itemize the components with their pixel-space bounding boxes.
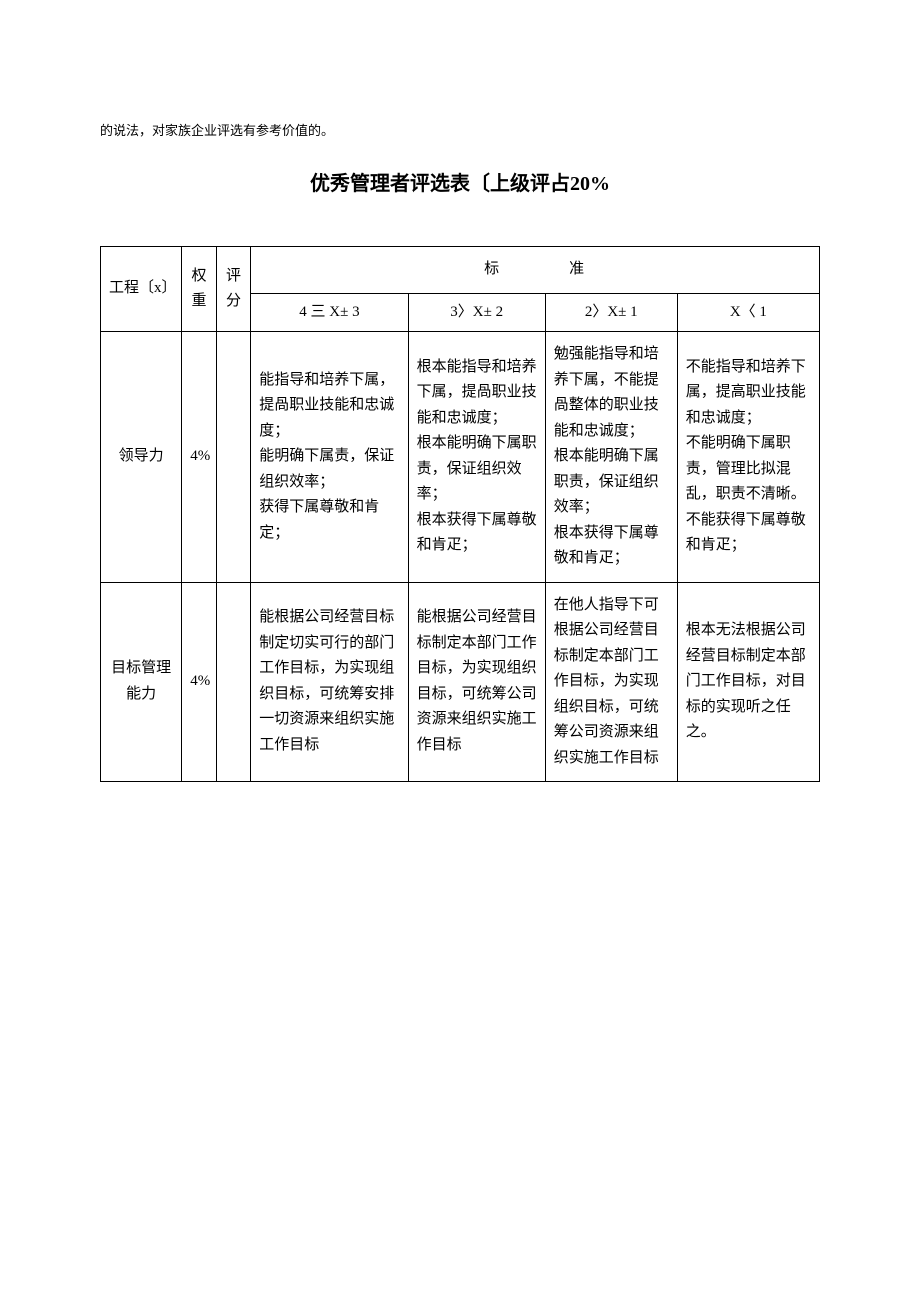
cell-criteria-3: 勉强能指导和培养下属，不能提咼整体的职业技能和忠诚度；根本能明确下属职责，保证组… [545,332,677,583]
intro-text: 的说法，对家族企业评选有参考价值的。 [100,120,820,139]
cell-criteria-2: 能根据公司经营目标制定本部门工作目标，为实现组织目标，可统筹公司资源来组织实施工… [408,582,545,782]
cell-criteria-4: 不能指导和培养下属，提高职业技能和忠诚度；不能明确下属职责，管理比拟混乱，职责不… [677,332,819,583]
cell-project: 领导力 [101,332,182,583]
header-s4: X〈 1 [677,293,819,332]
header-project: 工程〔x〕 [101,247,182,332]
cell-criteria-1: 能根据公司经营目标制定切实可行的部门工作目标，为实现组织目标，可统筹安排一切资源… [251,582,408,782]
table-row: 领导力 4% 能指导和培养下属，提咼职业技能和忠诚度；能明确下属责，保证组织效率… [101,332,820,583]
cell-weight: 4% [182,332,217,583]
header-weight: 权重 [182,247,217,332]
header-score: 评分 [216,247,251,332]
table-header-row-1: 工程〔x〕 权重 评分 标 准 [101,247,820,294]
cell-project: 目标管理能力 [101,582,182,782]
page-title: 优秀管理者评选表〔上级评占20% [100,167,820,196]
cell-score [216,332,251,583]
table-row: 目标管理能力 4% 能根据公司经营目标制定切实可行的部门工作目标，为实现组织目标… [101,582,820,782]
evaluation-table: 工程〔x〕 权重 评分 标 准 4 三 X± 3 3〉X± 2 2〉X± 1 X… [100,246,820,782]
header-standard: 标 准 [251,247,820,294]
cell-score [216,582,251,782]
header-s2: 3〉X± 2 [408,293,545,332]
cell-weight: 4% [182,582,217,782]
cell-criteria-3: 在他人指导下可根据公司经营目标制定本部门工作目标，为实现组织目标，可统筹公司资源… [545,582,677,782]
cell-criteria-4: 根本无法根据公司经营目标制定本部门工作目标，对目标的实现听之任之。 [677,582,819,782]
cell-criteria-2: 根本能指导和培养下属，提咼职业技能和忠诚度；根本能明确下属职责，保证组织效率；根… [408,332,545,583]
header-s1: 4 三 X± 3 [251,293,408,332]
cell-criteria-1: 能指导和培养下属，提咼职业技能和忠诚度；能明确下属责，保证组织效率；获得下属尊敬… [251,332,408,583]
header-s3: 2〉X± 1 [545,293,677,332]
